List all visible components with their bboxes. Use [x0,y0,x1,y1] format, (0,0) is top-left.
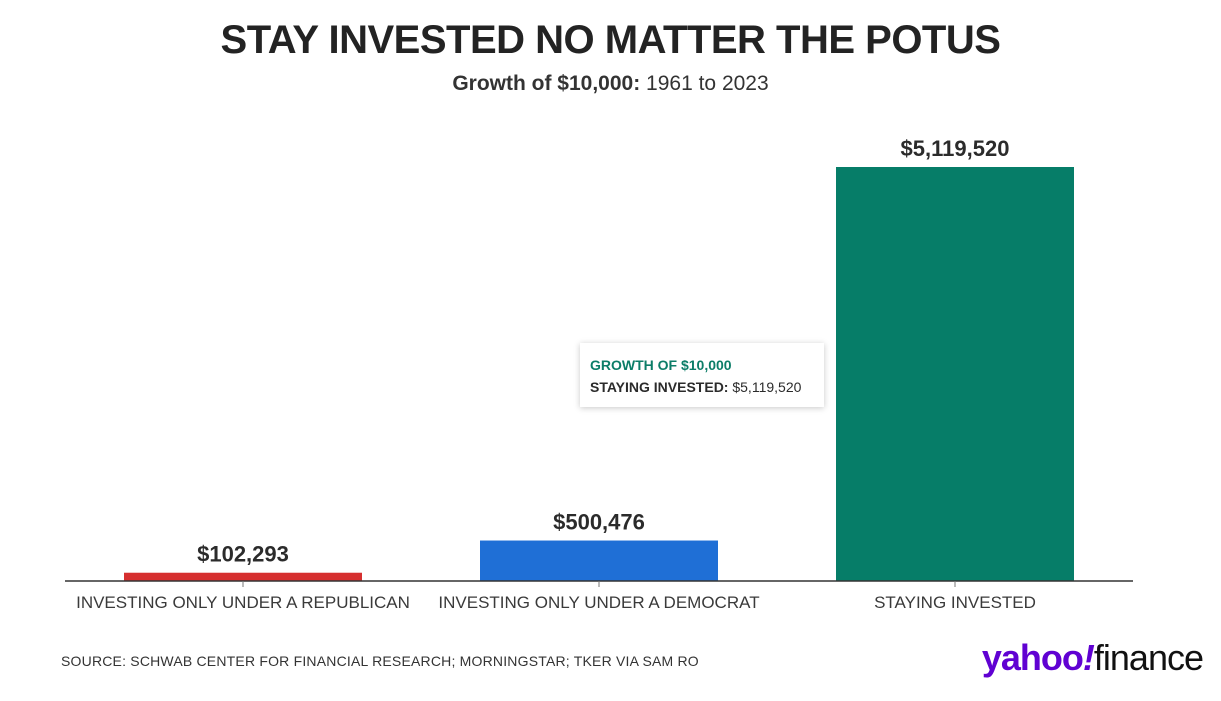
bar-2[interactable] [480,540,718,581]
data-label-1: $102,293 [197,542,289,567]
data-label-2: $500,476 [553,510,645,535]
tooltip-label: STAYING INVESTED: [590,379,729,395]
bar-tooltip: GROWTH OF $10,000 STAYING INVESTED: $5,1… [580,343,824,407]
logo-exclamation: ! [1082,637,1095,678]
data-label-3: $5,119,520 [901,136,1010,161]
category-label-3: STAYING INVESTED [874,593,1036,612]
chart-title: STAY INVESTED NO MATTER THE POTUS [220,18,1001,62]
category-label-2: INVESTING ONLY UNDER A DEMOCRAT [438,593,759,612]
source-note: SOURCE: SCHWAB CENTER FOR FINANCIAL RESE… [61,653,699,669]
tooltip-row: STAYING INVESTED: $5,119,520 [590,376,814,398]
tooltip-title: GROWTH OF $10,000 [590,357,732,373]
tooltip-value: $5,119,520 [732,379,802,395]
subtitle-range: 1961 to 2023 [646,72,769,95]
logo-yahoo: yahoo [981,637,1084,678]
category-label-1: INVESTING ONLY UNDER A REPUBLICAN [76,593,410,612]
bar-3[interactable] [836,167,1074,581]
yahoo-finance-logo: yahoo!finance [981,637,1204,679]
chart-subtitle: Growth of $10,000: 1961 to 2023 [0,72,1221,96]
logo-finance: finance [1093,637,1204,678]
bar-1[interactable] [124,572,362,581]
subtitle-bold: Growth of $10,000: [452,72,641,95]
